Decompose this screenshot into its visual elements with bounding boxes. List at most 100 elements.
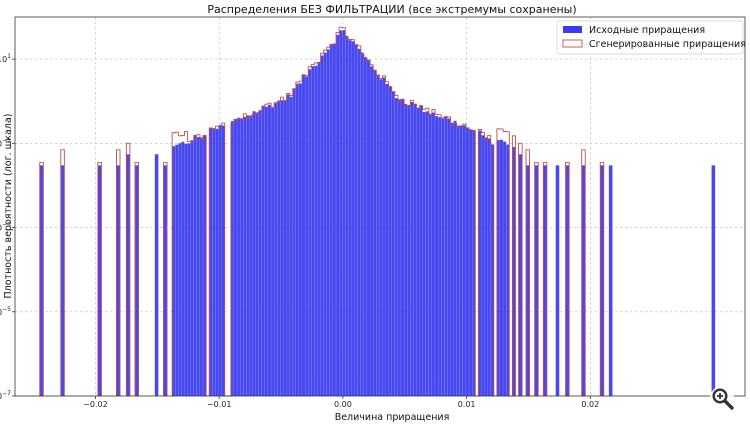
bar	[367, 60, 370, 396]
bar-extreme	[60, 165, 65, 396]
bar	[394, 98, 398, 397]
bar	[512, 147, 516, 396]
generated-series-steps	[39, 26, 605, 397]
bar	[348, 40, 352, 396]
bar	[264, 106, 268, 396]
bar	[255, 112, 259, 397]
bar	[187, 143, 191, 396]
bar-extreme	[711, 165, 716, 396]
bar	[240, 118, 244, 397]
bar	[397, 99, 401, 396]
bar	[184, 143, 188, 396]
generated-step-extreme	[60, 149, 65, 396]
generated-step-extreme	[581, 149, 586, 396]
generated-step-extreme	[525, 149, 531, 396]
bar-extreme	[135, 165, 139, 396]
bar	[243, 116, 247, 396]
bar	[292, 88, 296, 397]
bar	[379, 79, 383, 396]
generated-step-extreme	[97, 162, 102, 396]
bar	[453, 120, 457, 397]
bar	[422, 111, 426, 396]
generated-step-extreme	[39, 162, 44, 396]
y-tick-label: 10−1	[0, 137, 11, 148]
bar-extreme	[39, 165, 44, 396]
y-axis-ticks: 101 10−1 10−3 10−5 10−7	[0, 53, 15, 401]
x-tick-label: 0.01	[458, 400, 476, 409]
bar	[410, 102, 414, 396]
bar	[274, 103, 278, 396]
legend-box	[556, 20, 744, 55]
bar	[298, 83, 302, 396]
bar	[336, 34, 340, 396]
bar	[308, 69, 312, 397]
x-tick-label: −0.01	[207, 400, 232, 409]
bar	[234, 119, 237, 397]
bar-extreme	[600, 165, 604, 396]
bar	[506, 144, 510, 396]
bar	[444, 117, 448, 396]
bar	[404, 103, 408, 397]
bar	[172, 146, 176, 396]
bar	[363, 57, 367, 397]
generated-step-extreme	[565, 162, 570, 396]
generated-step-extreme	[534, 162, 539, 396]
bar	[302, 75, 305, 397]
bar	[178, 143, 182, 396]
bar	[261, 106, 265, 397]
y-tick-label: 10−5	[0, 306, 11, 317]
bar	[496, 140, 500, 396]
bar	[326, 49, 330, 397]
bar	[447, 118, 451, 396]
bar	[472, 130, 476, 396]
bar	[237, 117, 241, 396]
bar	[425, 111, 429, 396]
bar	[329, 44, 333, 397]
bar	[391, 91, 395, 396]
y-tick-label: 101	[0, 53, 11, 64]
legend-entry-original: Исходные приращения	[589, 25, 705, 36]
y-tick-label: 10−3	[0, 222, 11, 233]
bar	[323, 52, 327, 397]
bar	[280, 100, 284, 396]
bar	[370, 66, 374, 397]
bar	[193, 135, 197, 396]
bar	[376, 74, 380, 396]
bar	[478, 130, 482, 396]
bar-extreme	[154, 154, 159, 396]
bar	[175, 144, 179, 396]
bar	[289, 96, 293, 397]
bar-extreme	[543, 165, 547, 396]
bar	[181, 141, 185, 396]
original-series-bars	[39, 30, 716, 397]
bar	[268, 104, 271, 397]
bar	[249, 115, 253, 396]
bar	[320, 55, 324, 396]
axes-frame	[14, 16, 746, 397]
y-axis-label: Плотность вероятности (лог. шкала)	[3, 114, 14, 299]
bar	[490, 144, 494, 396]
x-tick-label: −0.02	[83, 400, 108, 409]
bar	[469, 129, 473, 397]
bar	[428, 113, 432, 397]
magnifier-zoom-icon[interactable]	[710, 386, 734, 410]
bar	[441, 118, 445, 396]
bar	[459, 125, 463, 396]
bar	[413, 103, 417, 396]
bar	[314, 65, 318, 397]
bar	[438, 117, 442, 396]
bar-extreme	[163, 165, 168, 396]
generated-step-extreme	[134, 162, 140, 396]
bar	[419, 105, 423, 396]
bar	[373, 69, 377, 397]
generated-step-extreme	[599, 162, 605, 396]
bar	[354, 44, 358, 396]
bar	[271, 107, 275, 396]
bar	[332, 43, 336, 397]
bar	[252, 111, 256, 396]
bar-extreme	[608, 165, 613, 396]
bar	[407, 105, 411, 397]
x-tick-label: 0.00	[334, 400, 352, 409]
bar-extreme	[97, 165, 102, 396]
